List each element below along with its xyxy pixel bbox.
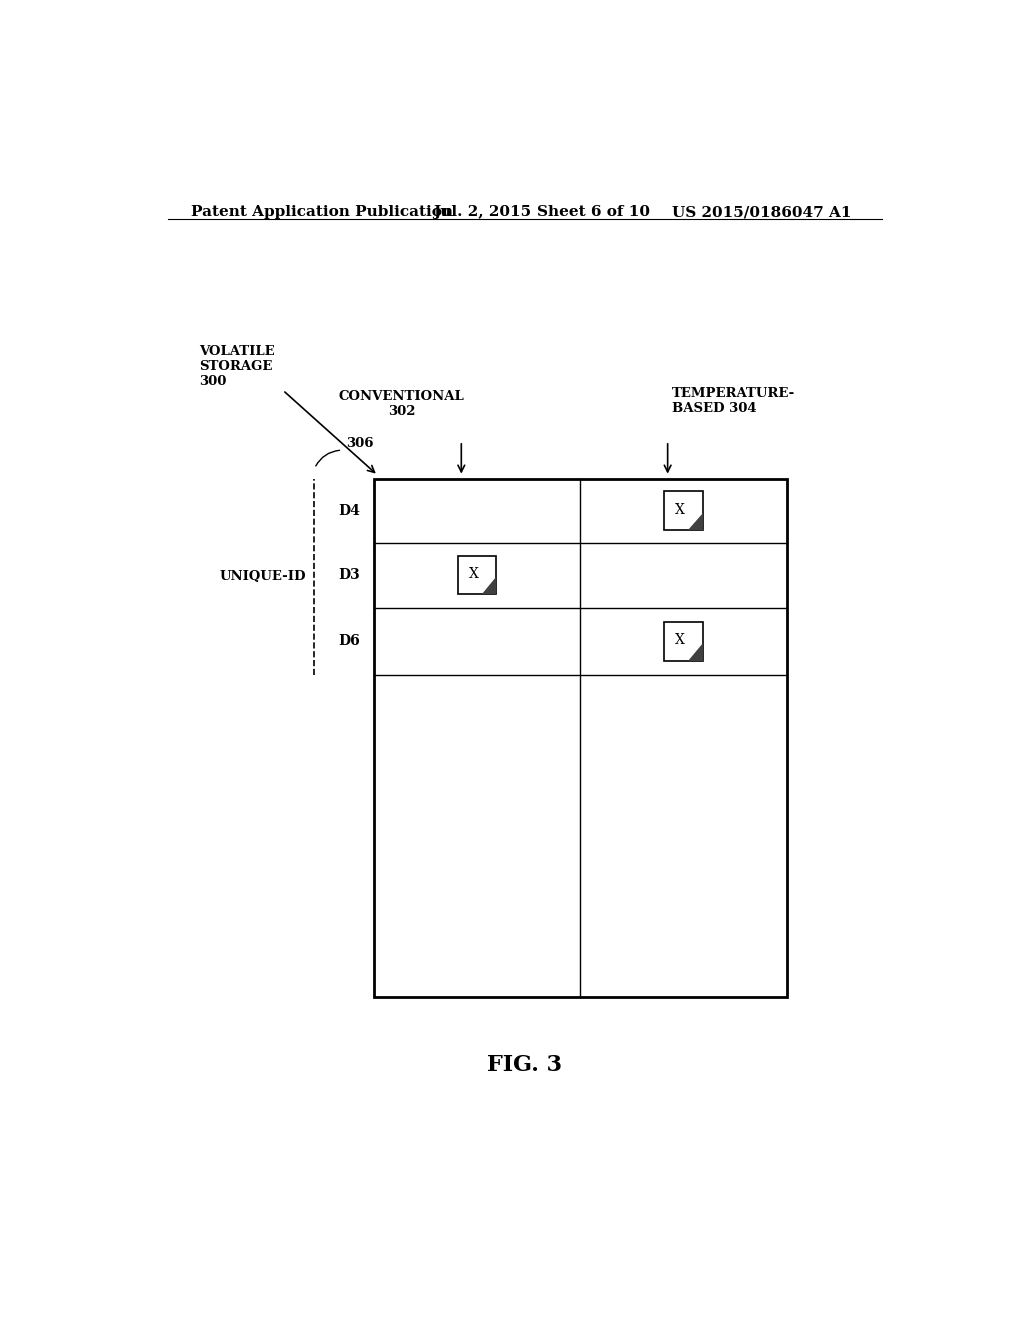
Text: Patent Application Publication: Patent Application Publication bbox=[191, 205, 454, 219]
Bar bbox=[374, 479, 786, 997]
Text: X: X bbox=[676, 634, 685, 647]
Text: CONVENTIONAL
302: CONVENTIONAL 302 bbox=[339, 389, 465, 417]
Polygon shape bbox=[688, 643, 702, 660]
Bar bbox=[665, 491, 702, 529]
Text: Sheet 6 of 10: Sheet 6 of 10 bbox=[537, 205, 649, 219]
Text: X: X bbox=[676, 503, 685, 516]
Text: UNIQUE-ID: UNIQUE-ID bbox=[220, 570, 306, 583]
Text: D4: D4 bbox=[338, 504, 359, 517]
Text: 306: 306 bbox=[346, 437, 374, 450]
Text: D6: D6 bbox=[338, 634, 359, 648]
Text: Jul. 2, 2015: Jul. 2, 2015 bbox=[433, 205, 531, 219]
Polygon shape bbox=[481, 577, 497, 594]
Text: FIG. 3: FIG. 3 bbox=[487, 1055, 562, 1076]
Text: US 2015/0186047 A1: US 2015/0186047 A1 bbox=[672, 205, 851, 219]
Polygon shape bbox=[688, 512, 702, 529]
Text: X: X bbox=[469, 568, 479, 581]
Text: VOLATILE
STORAGE
300: VOLATILE STORAGE 300 bbox=[200, 346, 275, 388]
Text: D3: D3 bbox=[338, 568, 359, 582]
Bar bbox=[458, 556, 497, 594]
Text: TEMPERATURE-
BASED 304: TEMPERATURE- BASED 304 bbox=[672, 387, 795, 414]
Bar bbox=[665, 622, 702, 660]
